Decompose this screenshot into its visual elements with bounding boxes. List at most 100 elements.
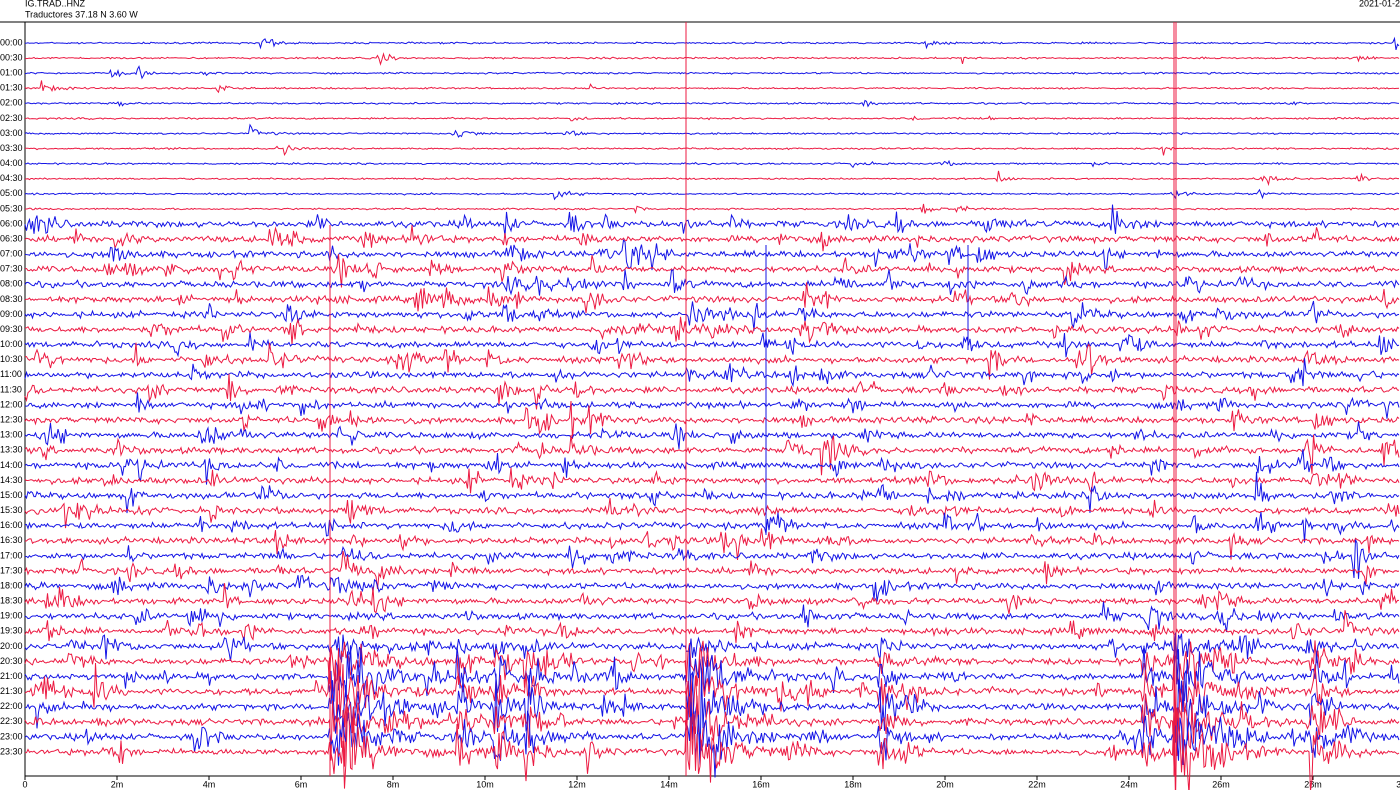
trace <box>24 254 1400 288</box>
trace <box>24 647 1400 738</box>
trace <box>24 188 1400 201</box>
trace <box>24 448 1400 485</box>
x-tick-label: 4m <box>203 779 216 789</box>
trace <box>24 204 1400 237</box>
row-label: 02:30 <box>0 113 23 123</box>
row-label: 03:30 <box>0 143 23 153</box>
trace <box>24 144 1400 156</box>
trace <box>24 702 1400 790</box>
trace <box>24 467 1400 495</box>
trace <box>25 99 1400 108</box>
trace <box>24 316 1400 345</box>
x-tick-label: 20m <box>936 779 954 789</box>
trace <box>24 358 1400 388</box>
row-label: 11:30 <box>0 384 22 394</box>
row-label: 01:30 <box>0 83 23 93</box>
trace <box>24 373 1400 410</box>
row-label: 22:00 <box>0 701 23 711</box>
row-label: 13:00 <box>0 430 23 440</box>
row-label: 05:00 <box>0 188 23 198</box>
row-label: 07:00 <box>0 249 23 259</box>
x-tick-label: 0 <box>22 779 27 789</box>
row-label: 10:30 <box>0 354 23 364</box>
row-label: 09:00 <box>0 309 23 319</box>
row-label: 20:30 <box>0 656 23 666</box>
x-tick-label: 22m <box>1028 779 1046 789</box>
date: 2021-01-2 <box>1359 0 1400 8</box>
trace <box>24 539 1400 579</box>
trace <box>24 36 1400 51</box>
trace <box>24 601 1400 633</box>
trace <box>24 225 1400 252</box>
trace <box>24 332 1400 358</box>
trace <box>24 123 1400 138</box>
trace <box>24 512 1400 543</box>
row-label: 11:00 <box>0 369 22 379</box>
trace <box>24 583 1399 615</box>
row-label: 20:00 <box>0 641 23 651</box>
trace <box>24 670 1400 766</box>
trace <box>24 65 1400 80</box>
row-label: 23:00 <box>0 731 23 741</box>
trace <box>24 115 1400 122</box>
row-label: 19:30 <box>0 626 23 636</box>
row-label: 00:30 <box>0 52 23 62</box>
trace <box>25 342 1400 380</box>
x-tick-label: 18m <box>844 779 862 789</box>
row-label: 04:30 <box>0 173 23 183</box>
row-label: 16:30 <box>0 535 23 545</box>
trace <box>24 392 1400 419</box>
station-title: IG.TRAD..HNZ <box>25 0 86 8</box>
row-label: 08:30 <box>0 294 23 304</box>
row-label: 08:00 <box>0 279 23 289</box>
trace <box>24 471 1400 514</box>
row-label: 07:30 <box>0 264 23 274</box>
row-label: 23:30 <box>0 746 23 756</box>
trace <box>24 300 1400 331</box>
row-label: 06:30 <box>0 233 23 243</box>
station-subtitle: Traductores 37.18 N 3.60 W <box>25 9 138 19</box>
trace <box>24 434 1400 476</box>
row-label: 14:00 <box>0 460 23 470</box>
x-tick-label: 6m <box>295 779 308 789</box>
trace <box>24 239 1400 271</box>
row-label: 14:30 <box>0 475 23 485</box>
trace <box>24 497 1400 529</box>
row-label: 18:30 <box>0 596 23 606</box>
trace <box>24 550 1400 589</box>
x-tick-label: 12m <box>568 779 586 789</box>
row-label: 12:30 <box>0 415 23 425</box>
row-label: 01:00 <box>0 68 23 78</box>
trace <box>24 633 1400 663</box>
row-label: 03:00 <box>0 128 23 138</box>
trace <box>25 203 1400 214</box>
trace <box>24 282 1400 314</box>
row-label: 09:30 <box>0 324 23 334</box>
trace <box>24 574 1400 602</box>
x-tick-label: 8m <box>387 779 400 789</box>
x-tick-label: 2m <box>111 779 124 789</box>
x-tick-label: 10m <box>476 779 494 789</box>
trace <box>24 269 1400 296</box>
row-label: 18:00 <box>0 580 23 590</box>
trace <box>24 400 1400 440</box>
trace <box>24 528 1400 561</box>
x-tick-label: 24m <box>1120 779 1138 789</box>
row-label: 22:30 <box>0 716 23 726</box>
row-label: 17:30 <box>0 565 23 575</box>
row-label: 02:00 <box>0 98 23 108</box>
trace <box>24 80 1400 94</box>
row-label: 05:30 <box>0 203 23 213</box>
trace <box>24 170 1399 187</box>
row-label: 00:00 <box>0 37 23 47</box>
row-label: 13:30 <box>0 445 23 455</box>
trace <box>24 632 1400 714</box>
row-label: 12:00 <box>0 399 23 409</box>
x-tick-label: 14m <box>660 779 678 789</box>
row-label: 15:30 <box>0 505 23 515</box>
row-label: 15:00 <box>0 490 23 500</box>
row-label: 21:00 <box>0 671 23 681</box>
trace <box>24 421 1400 449</box>
row-label: 17:00 <box>0 550 23 560</box>
